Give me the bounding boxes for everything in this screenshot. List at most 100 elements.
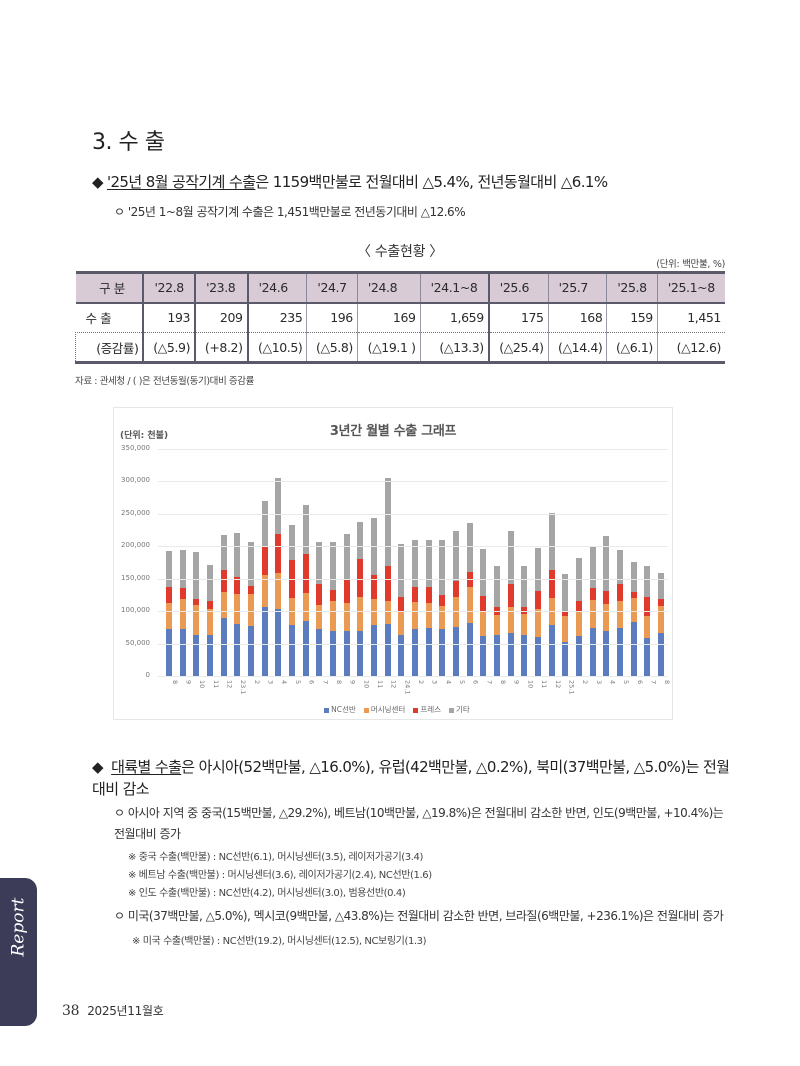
stacked-bar	[206, 565, 213, 676]
x-tick-label: 7	[649, 680, 658, 685]
bar-segment	[630, 561, 637, 593]
bar-segment	[247, 593, 254, 627]
note-india: ※ 인도 수출(백만불) : NC선반(4.2), 머시닝센터(3.0), 범용…	[128, 888, 406, 899]
bar-segment	[316, 629, 323, 676]
bar-segment	[425, 587, 432, 604]
x-tick-label: 9	[512, 680, 521, 685]
header-cell: '24.7	[306, 272, 358, 303]
bar-segment	[425, 603, 432, 629]
stacked-bar	[302, 505, 309, 676]
bar-segment	[494, 635, 501, 676]
bar-segment	[384, 624, 391, 676]
y-tick-label: 50,000	[125, 638, 151, 647]
stacked-bar	[644, 566, 651, 676]
chart-legend: NC선반 머시닝센터 프레스 기타	[114, 704, 672, 715]
gridline	[158, 676, 668, 677]
bar-segment	[453, 530, 460, 582]
x-tick-label: 3	[430, 680, 439, 685]
x-tick-label: 9	[348, 680, 357, 685]
bar-segment	[480, 548, 487, 596]
bar-segment	[179, 629, 186, 676]
bar-segment	[466, 622, 473, 676]
bar-segment	[398, 596, 405, 613]
note-china: ※ 중국 수출(백만불) : NC선반(6.1), 머시닝센터(3.5), 레이…	[128, 852, 423, 863]
bar-segment	[507, 530, 514, 584]
table-cell: (△5.9)	[142, 332, 196, 363]
bar-segment	[439, 540, 446, 595]
stacked-bar	[576, 557, 583, 676]
gridline	[158, 611, 668, 613]
x-tick-label: 12	[225, 680, 234, 689]
table-cell: (△19.1 )	[356, 332, 421, 363]
legend-label: 기타	[456, 705, 470, 714]
bar-segment	[603, 604, 610, 632]
table-header-row: 구 분 '22.8 '23.8 '24.6 '24.7 '24.8 '24.1~…	[75, 272, 725, 303]
stacked-bar	[384, 477, 391, 676]
bar-segment	[494, 566, 501, 608]
bar-segment	[302, 554, 309, 593]
bar-segment	[398, 612, 405, 635]
bar-segment	[617, 628, 624, 676]
asia-summary: ㅇ 아시아 지역 중 중국(15백만불, △29.2%), 베트남(10백만불,…	[114, 806, 724, 841]
bar-segment	[507, 607, 514, 634]
legend-swatch-icon	[363, 707, 369, 713]
x-tick-label: 12	[553, 680, 562, 689]
table-row-change-rate: (증감률) (△5.9) (+8.2) (△10.5) (△5.8) (△19.…	[75, 332, 725, 363]
stacked-bar	[398, 543, 405, 676]
stacked-bar	[658, 572, 665, 676]
x-tick-label: 9	[184, 680, 193, 685]
region-bullet: ◆ 대륙별 수출은 아시아(52백만불, △16.0%), 유럽(42백만불, …	[92, 756, 732, 800]
bar-segment	[247, 542, 254, 586]
bar-segment	[535, 591, 542, 609]
bar-segment	[466, 586, 473, 623]
bar-segment	[234, 624, 241, 676]
bar-segment	[165, 628, 172, 676]
y-tick-label: 0	[145, 671, 150, 679]
diamond-bullet-icon: ◆	[92, 758, 104, 776]
region-text: 은 아시아(52백만불, △16.0%), 유럽(42백만불, △0.2%), …	[92, 758, 730, 798]
bar-segment	[603, 591, 610, 605]
bar-segment	[247, 585, 254, 594]
bar-segment	[275, 609, 282, 676]
bar-segment	[275, 533, 282, 573]
report-label: Report	[8, 897, 29, 957]
gridline	[158, 513, 668, 515]
stacked-bar	[370, 518, 377, 676]
x-tick-label: 6	[307, 680, 316, 685]
bar-segment	[343, 534, 350, 580]
bar-segment	[644, 638, 651, 676]
bar-segment	[494, 615, 501, 636]
x-tick-label: 11	[540, 680, 549, 689]
table-cell: 1,451	[656, 302, 725, 333]
region-underlined: 대륙별 수출	[111, 758, 182, 776]
x-tick-label: 8	[499, 680, 508, 685]
x-tick-label: 4	[444, 680, 453, 685]
bar-segment	[589, 600, 596, 629]
header-cell: '25.7	[547, 272, 607, 303]
bar-segment	[206, 565, 213, 601]
x-tick-label: 12	[389, 680, 398, 689]
header-cell: '22.8	[142, 272, 196, 303]
stacked-bar	[535, 547, 542, 676]
bar-segment	[384, 477, 391, 566]
x-tick-label: 5	[293, 680, 302, 685]
bar-segment	[234, 577, 241, 594]
bar-segment	[261, 574, 268, 607]
legend-label: NC선반	[331, 705, 356, 714]
x-tick-label: 6	[471, 680, 480, 685]
x-tick-label: 8	[663, 680, 672, 685]
bar-segment	[617, 550, 624, 584]
x-tick-label: 3	[266, 680, 275, 685]
bar-segment	[329, 601, 336, 632]
table-cell: (+8.2)	[194, 332, 248, 363]
legend-swatch-icon	[324, 707, 330, 713]
table-cell: (△25.4)	[487, 332, 549, 363]
bar-segment	[275, 572, 282, 610]
bar-segment	[206, 608, 213, 636]
bar-segment	[220, 570, 227, 593]
stacked-bar	[412, 540, 418, 676]
x-tick-label: 11	[375, 680, 384, 689]
bar-segment	[658, 605, 665, 633]
bar-segment	[302, 593, 309, 621]
bar-segment	[617, 583, 624, 602]
